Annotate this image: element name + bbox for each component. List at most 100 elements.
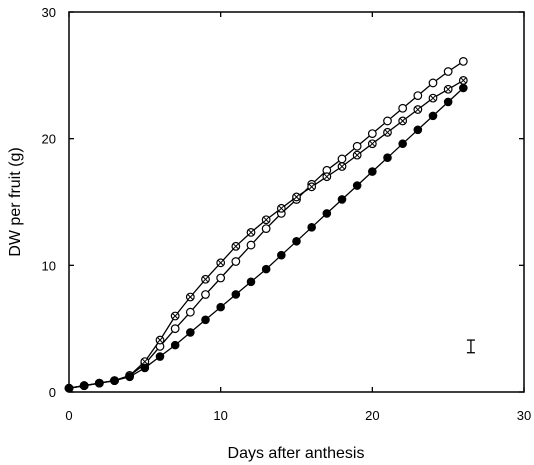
series-open-circle xyxy=(64,57,468,393)
data-point xyxy=(458,57,468,66)
data-point xyxy=(170,324,180,334)
data-point-cross xyxy=(263,216,270,223)
data-point-cross xyxy=(217,259,224,266)
data-point xyxy=(398,103,408,113)
data-point-cross xyxy=(156,337,164,344)
data-point xyxy=(367,129,377,139)
data-point xyxy=(413,125,423,135)
data-point-cross xyxy=(384,129,391,136)
data-point xyxy=(110,376,119,385)
data-point xyxy=(231,290,241,299)
data-point xyxy=(170,311,180,321)
data-point-cross xyxy=(141,358,148,365)
annotation-layer xyxy=(466,339,475,354)
data-point-cross xyxy=(399,117,406,124)
x-tick-label: 0 xyxy=(65,408,72,423)
series-line xyxy=(68,79,464,389)
series-line xyxy=(68,87,464,389)
data-point xyxy=(201,315,210,325)
x-tick-label: 10 xyxy=(213,408,227,423)
data-point-cross xyxy=(308,183,315,190)
data-point xyxy=(201,290,210,299)
data-point xyxy=(186,328,195,337)
series-filled-circle xyxy=(64,83,468,393)
y-tick-label: 20 xyxy=(42,132,56,147)
data-point-cross xyxy=(445,86,452,93)
data-point xyxy=(216,302,225,312)
data-point xyxy=(322,172,332,182)
data-point-cross xyxy=(172,312,179,320)
data-point xyxy=(170,340,180,350)
data-point xyxy=(322,209,332,218)
axis-ticks: 0 10 20 30 0 10 20 30 xyxy=(42,5,532,423)
data-point xyxy=(277,250,286,260)
data-point-cross xyxy=(247,229,255,236)
data-point xyxy=(337,195,347,204)
data-point xyxy=(216,273,226,283)
series-crossed-circle xyxy=(64,75,468,393)
data-point-cross xyxy=(293,193,300,200)
data-point xyxy=(398,116,408,126)
data-point xyxy=(428,93,438,103)
data-point xyxy=(246,227,256,237)
data-point-cross xyxy=(202,276,209,283)
series-layer xyxy=(64,57,468,393)
data-point xyxy=(337,162,347,171)
data-point-cross xyxy=(369,140,376,147)
data-point xyxy=(64,383,74,393)
data-point-cross xyxy=(187,293,194,301)
data-point xyxy=(201,274,210,284)
y-tick-label: 30 xyxy=(42,5,56,20)
data-point xyxy=(292,192,301,202)
data-point-cross xyxy=(323,173,330,180)
y-tick-label: 0 xyxy=(49,385,56,400)
data-point xyxy=(337,154,347,164)
y-axis-label: DW per fruit (g) xyxy=(7,147,24,256)
data-point xyxy=(458,75,468,85)
data-point xyxy=(140,363,150,373)
x-tick-label: 30 xyxy=(517,408,531,423)
data-point xyxy=(383,153,392,162)
data-point-cross xyxy=(232,243,239,250)
data-point xyxy=(261,264,271,274)
x-axis-label: Days after anthesis xyxy=(228,445,365,462)
y-tick-label: 10 xyxy=(42,258,56,273)
data-point xyxy=(231,257,241,266)
data-point xyxy=(292,236,301,246)
data-point xyxy=(352,141,362,151)
data-point xyxy=(459,83,468,93)
data-point xyxy=(231,241,241,251)
x-tick-label: 20 xyxy=(365,408,379,423)
data-point-cross xyxy=(429,95,437,102)
data-point xyxy=(125,372,134,382)
data-point xyxy=(413,91,423,100)
data-point xyxy=(383,116,392,126)
data-point xyxy=(428,111,438,121)
error-bar xyxy=(466,339,475,354)
data-point xyxy=(398,139,407,149)
data-point xyxy=(216,258,226,268)
data-point xyxy=(155,352,165,361)
data-point xyxy=(246,240,256,250)
data-point-cross xyxy=(338,163,346,170)
data-point xyxy=(413,105,423,114)
data-point xyxy=(95,378,104,388)
data-point-cross xyxy=(354,152,361,159)
data-point xyxy=(368,167,377,176)
data-point xyxy=(352,181,362,190)
data-point xyxy=(367,139,377,149)
data-point xyxy=(443,97,453,107)
data-point xyxy=(185,307,195,317)
data-point xyxy=(261,224,271,234)
data-point xyxy=(443,67,453,76)
data-point xyxy=(428,78,438,88)
data-point-cross xyxy=(414,106,421,113)
data-point-cross xyxy=(278,205,285,212)
data-point xyxy=(185,292,195,302)
data-point xyxy=(307,223,316,232)
data-point xyxy=(276,203,286,213)
data-point xyxy=(246,277,256,287)
data-point xyxy=(443,84,453,94)
data-point xyxy=(352,150,362,160)
